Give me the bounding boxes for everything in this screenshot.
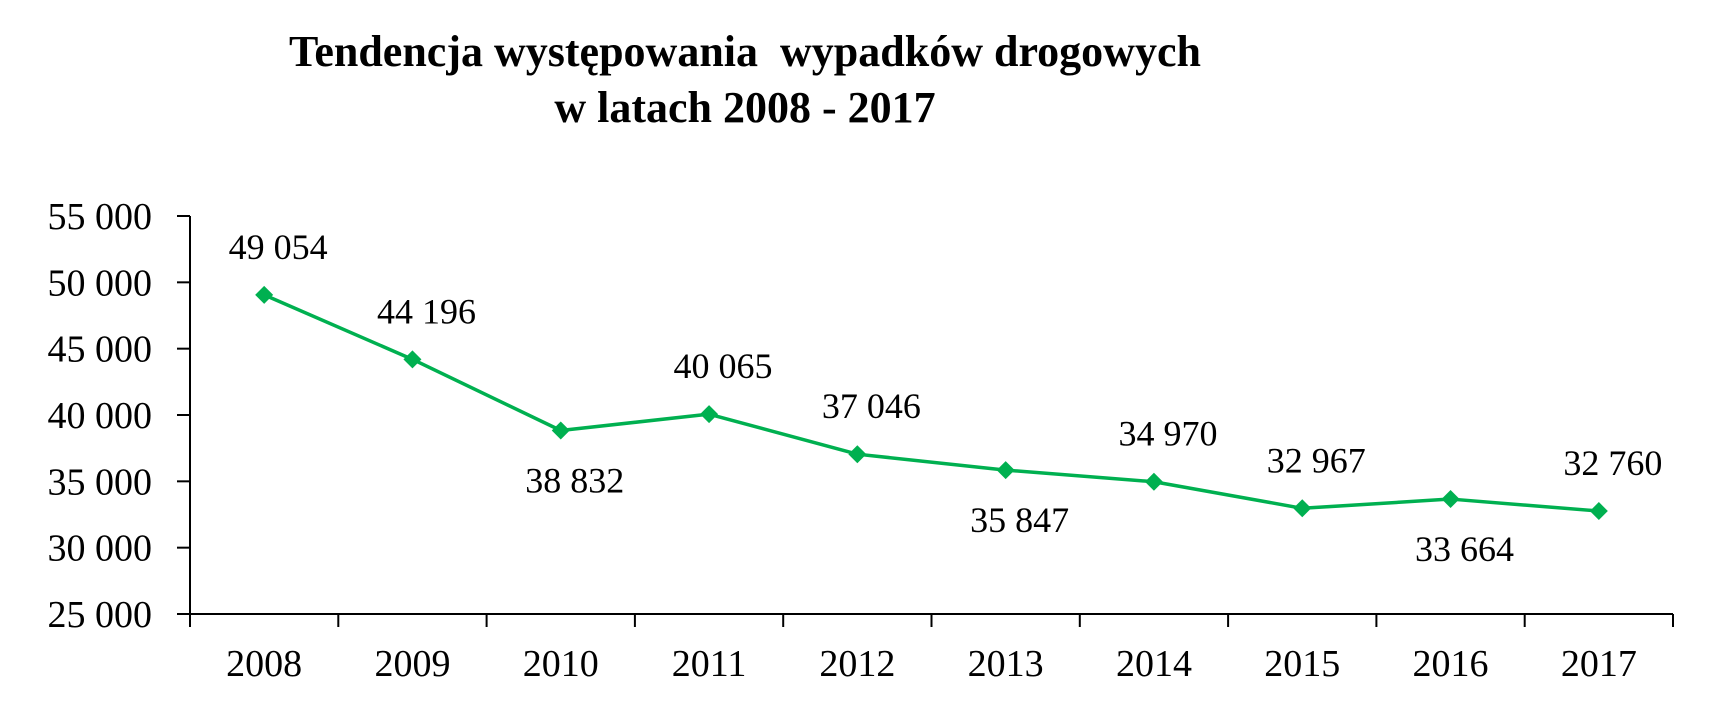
y-tick-label: 40 000 [48, 395, 153, 437]
y-tick-label: 30 000 [48, 528, 153, 570]
diamond-marker-icon [1293, 499, 1312, 518]
x-tick-label: 2017 [1561, 643, 1637, 685]
y-tick-label: 25 000 [48, 594, 153, 636]
chart-title-line2: w latach 2008 - 2017 [554, 83, 936, 132]
diamond-marker-icon [1589, 502, 1608, 521]
diamond-marker-icon [996, 461, 1015, 480]
data-label: 49 054 [229, 227, 328, 267]
data-label: 44 196 [377, 291, 476, 331]
x-tick-label: 2010 [523, 643, 599, 685]
data-label: 38 832 [525, 460, 624, 500]
y-tick-label: 55 000 [48, 196, 153, 238]
data-label: 32 967 [1267, 440, 1366, 480]
x-tick-label: 2014 [1116, 643, 1192, 685]
y-tick-label: 45 000 [48, 329, 153, 371]
x-tick-label: 2015 [1264, 643, 1340, 685]
x-tick-label: 2016 [1413, 643, 1489, 685]
diamond-marker-icon [700, 405, 719, 424]
data-label: 33 664 [1415, 529, 1514, 569]
diamond-marker-icon [403, 350, 422, 369]
series-line [255, 285, 1608, 521]
y-axis: 25 000 30 000 35 000 40 000 45 000 50 000 55 0… [48, 196, 191, 636]
diamond-marker-icon [1144, 472, 1163, 491]
diamond-marker-icon [848, 445, 867, 464]
data-label: 34 970 [1118, 414, 1217, 454]
series-polyline [263, 293, 1599, 513]
chart-title-line1: Tendencja występowania wypadków drogowyc… [289, 27, 1201, 76]
data-label: 37 046 [822, 386, 921, 426]
x-tick-label: 2008 [226, 643, 302, 685]
data-label: 32 760 [1563, 443, 1662, 483]
y-tick-label: 50 000 [48, 262, 153, 304]
diamond-marker-icon [1441, 490, 1460, 509]
x-tick-label: 2011 [672, 643, 747, 685]
y-tick-label: 35 000 [48, 461, 153, 503]
chart-title: Tendencja występowania wypadków drogowyc… [0, 24, 1490, 136]
x-tick-label: 2009 [374, 643, 450, 685]
diamond-marker-icon [255, 285, 274, 304]
diamond-marker-icon [551, 421, 570, 440]
x-tick-label: 2013 [968, 643, 1044, 685]
x-axis: 2008 2009 2010 2011 2012 2013 2014 2015 2016 2017 [189, 613, 1674, 685]
data-labels: 49 054 44 196 38 832 40 065 37 046 35 847 34 9… [229, 227, 1663, 569]
data-label: 40 065 [674, 346, 773, 386]
x-tick-label: 2012 [819, 643, 895, 685]
data-label: 35 847 [970, 500, 1069, 540]
